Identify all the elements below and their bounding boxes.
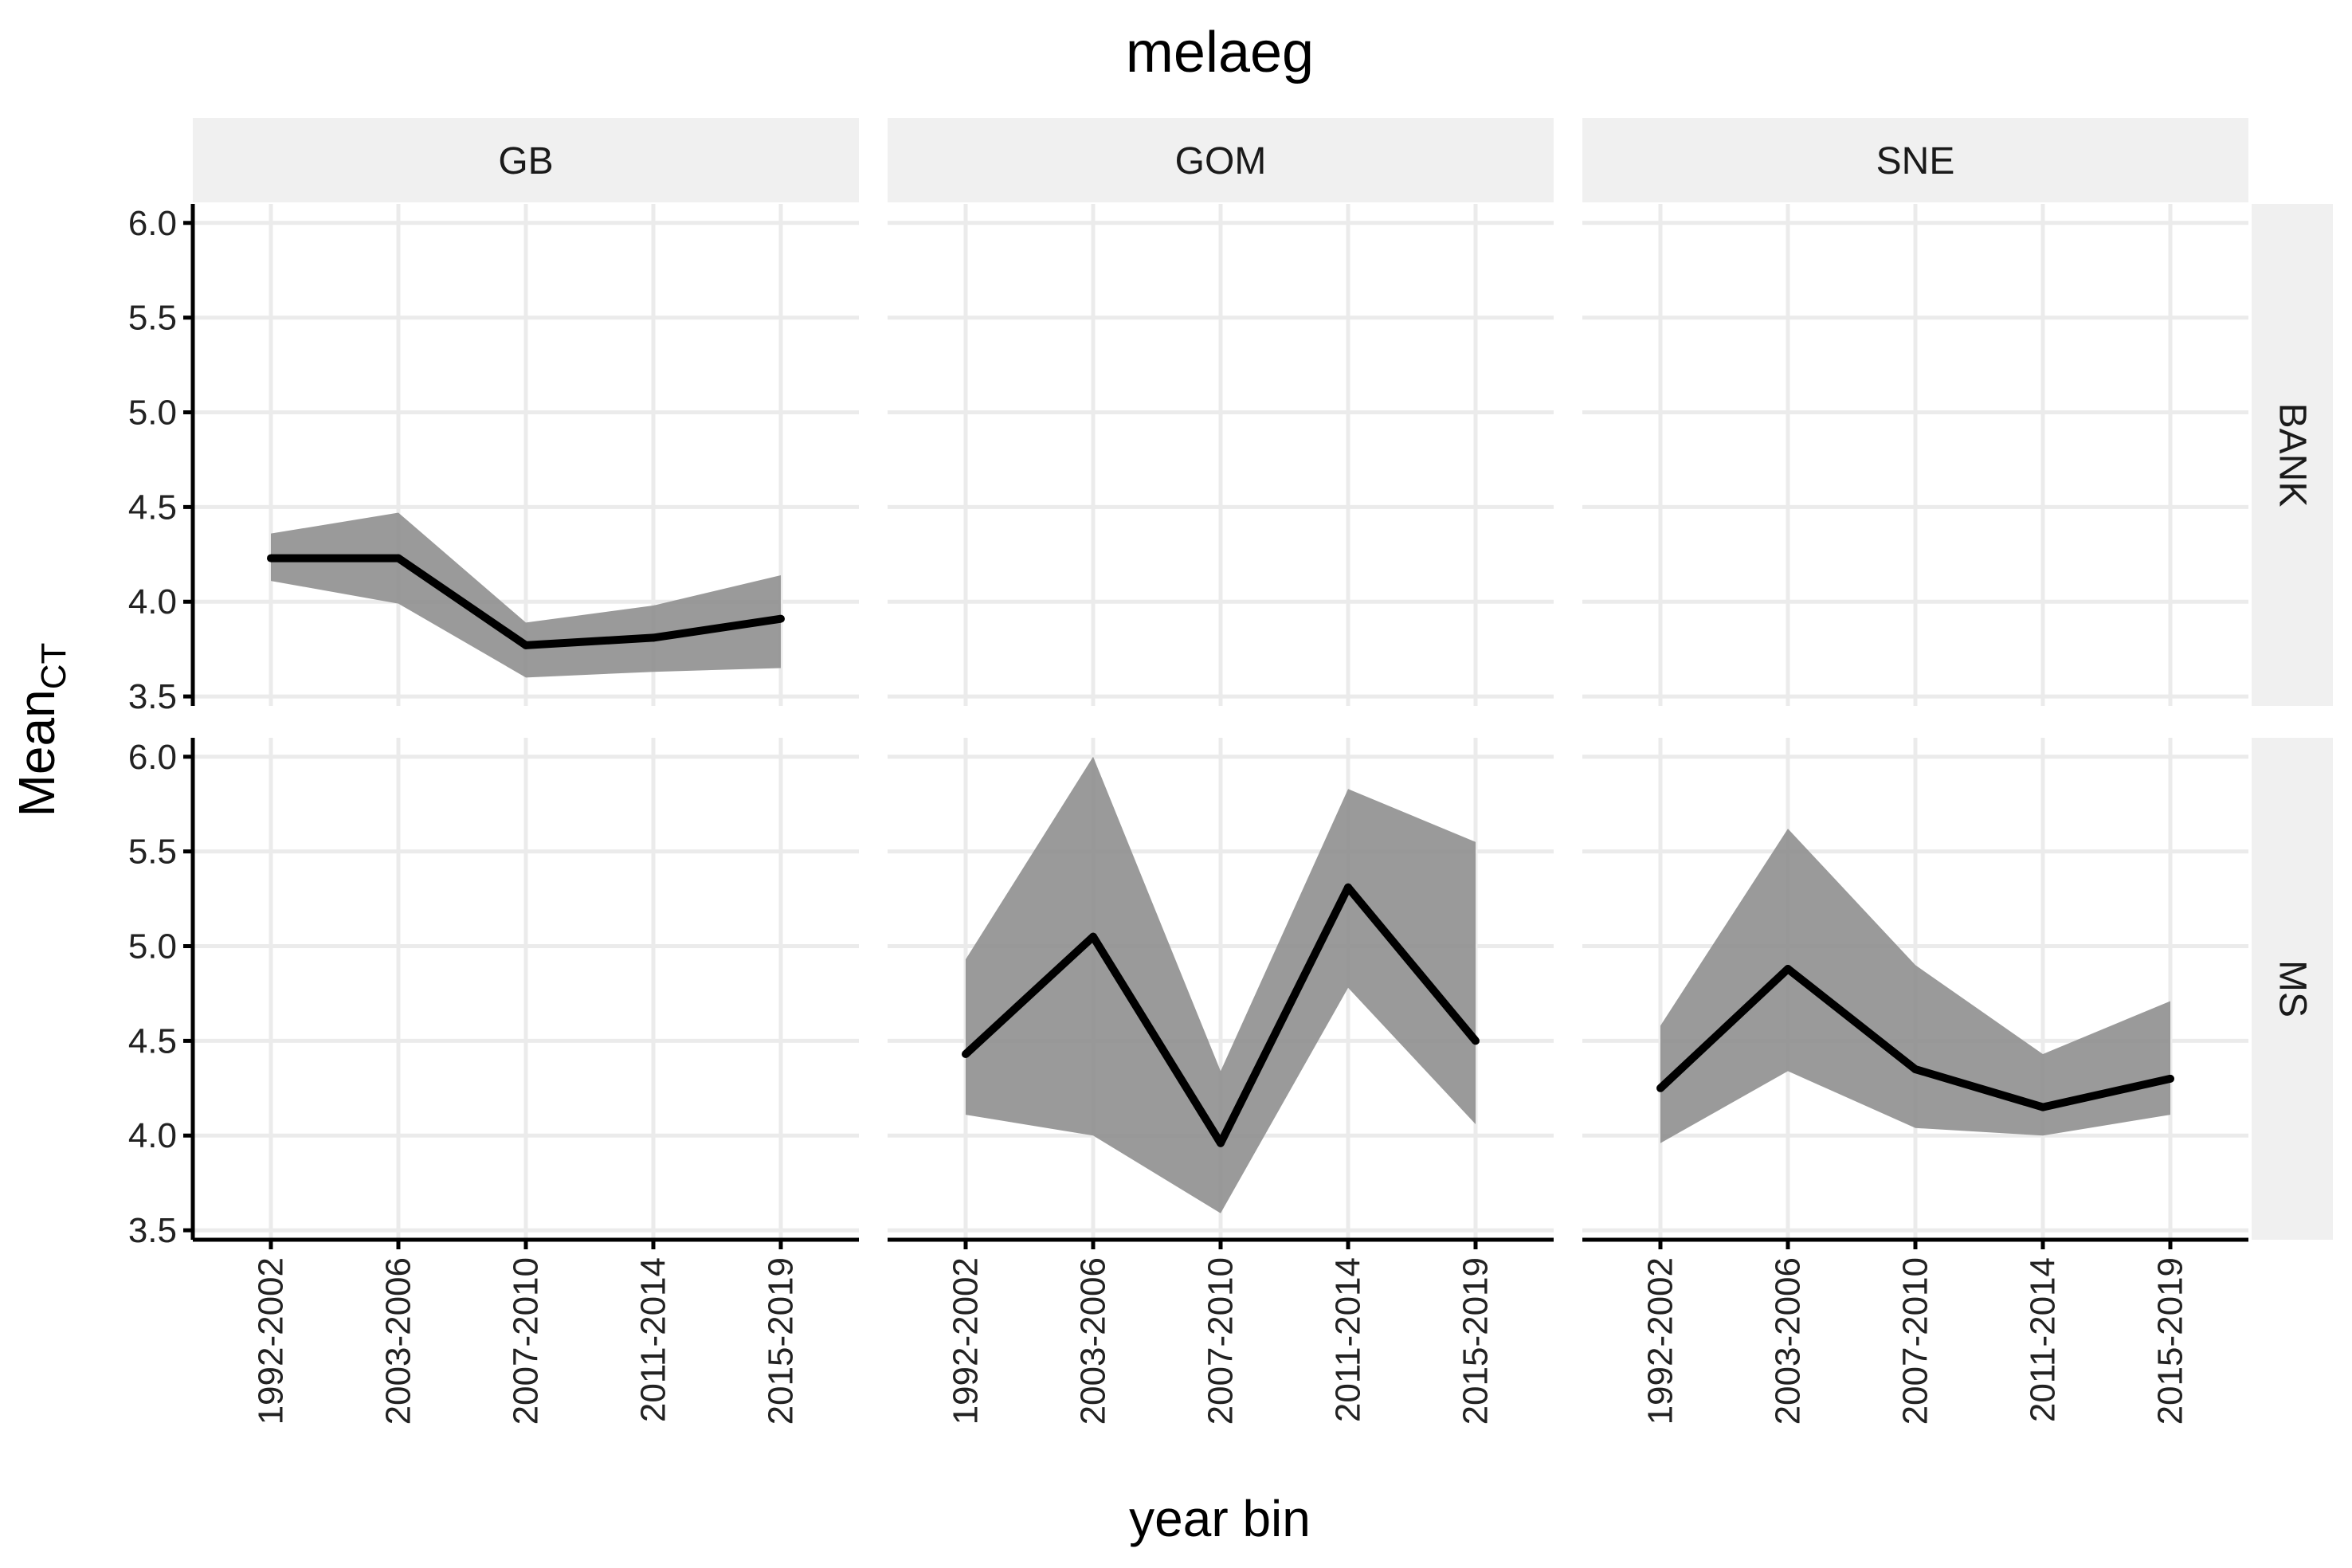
x-tick-label: 1992-2002 (1641, 1257, 1680, 1425)
data-point (2039, 1103, 2047, 1111)
facet-strip-bank (2252, 204, 2333, 706)
x-tick-label: 2011-2014 (2024, 1257, 2063, 1422)
panel-ms-sne: 1992-2002 2003-2006 2007-2010 2011-2014 2015… (1582, 738, 2248, 1425)
y-axis-title: MeanCT (8, 643, 73, 817)
x-axis-title: year bin (1129, 1490, 1311, 1547)
facet-strip-label-gom: GOM (1175, 140, 1267, 182)
y-axis-title-main: Mean (8, 689, 65, 817)
data-point (1656, 1084, 1664, 1092)
y-tick-label: 5.5 (128, 833, 177, 872)
y-tick-label: 4.5 (128, 488, 177, 527)
confidence-band (966, 756, 1476, 1213)
x-tick-label: 2007-2010 (1201, 1257, 1241, 1425)
x-tick-label: 1992-2002 (947, 1257, 986, 1425)
y-tick-label: 5.0 (128, 394, 177, 433)
x-tick-label: 2007-2010 (1896, 1257, 1935, 1425)
data-point (394, 554, 402, 563)
plot-area: GB GOM SNE BANK MS 3.5 4.0 4.5 5.0 5.5 6.0 3.5 4.0 4.… (128, 118, 2333, 1425)
y-tick-label: 4.0 (128, 1116, 177, 1155)
x-tick-label: 2011-2014 (1329, 1257, 1368, 1422)
y-axis-title-subscript: CT (34, 643, 73, 690)
data-point (1344, 883, 1352, 892)
facet-strip-label-gb: GB (498, 140, 553, 182)
data-point (1911, 1065, 1919, 1074)
panel-bank-gom (888, 204, 1554, 706)
x-tick-label: 1992-2002 (252, 1257, 291, 1425)
chart-title: melaeg (1126, 21, 1314, 84)
y-tick-label: 6.0 (128, 204, 177, 243)
panel-ms-gb: 3.5 4.0 4.5 5.0 5.5 6.0 1992-2002 2003-2006 2007… (128, 738, 859, 1425)
x-tick-label: 2015-2019 (762, 1257, 801, 1425)
panel-bank-gb: 3.5 4.0 4.5 5.0 5.5 6.0 (128, 204, 859, 716)
x-tick-label: 2003-2006 (379, 1257, 418, 1425)
panel-ms-gom: 1992-2002 2003-2006 2007-2010 2011-2014 2015… (888, 738, 1554, 1425)
facet-strip-gom (888, 118, 1554, 202)
data-point (1217, 1139, 1225, 1147)
x-tick-label: 2003-2006 (1769, 1257, 1808, 1425)
facet-strip-ms (2252, 738, 2333, 1240)
y-tick-label: 3.5 (128, 1211, 177, 1250)
x-tick-label: 2003-2006 (1074, 1257, 1113, 1425)
facet-strip-gb (193, 118, 859, 202)
data-point (2166, 1074, 2174, 1083)
y-tick-label: 6.0 (128, 738, 177, 777)
x-tick-label: 2015-2019 (1456, 1257, 1495, 1425)
data-point (777, 614, 785, 623)
data-point (1784, 965, 1792, 974)
x-tick-label: 2011-2014 (634, 1257, 673, 1422)
data-point (1089, 932, 1097, 941)
facet-strip-label-bank: BANK (2272, 403, 2314, 508)
y-tick-label: 3.5 (128, 677, 177, 716)
y-tick-label: 4.0 (128, 582, 177, 621)
x-tick-label: 2007-2010 (507, 1257, 546, 1425)
confidence-band (1660, 829, 2170, 1143)
facet-strip-sne (1582, 118, 2248, 202)
data-point (522, 641, 530, 649)
y-tick-label: 5.5 (128, 299, 177, 338)
facet-strip-label-ms: MS (2272, 960, 2314, 1017)
y-tick-label: 4.5 (128, 1021, 177, 1060)
facet-strip-label-sne: SNE (1876, 140, 1955, 182)
x-tick-label: 2015-2019 (2151, 1257, 2190, 1425)
data-point (1472, 1037, 1480, 1045)
data-point (962, 1050, 970, 1059)
data-point (649, 633, 657, 642)
data-point (267, 554, 275, 563)
y-tick-label: 5.0 (128, 927, 177, 966)
panel-bank-sne (1582, 204, 2248, 706)
